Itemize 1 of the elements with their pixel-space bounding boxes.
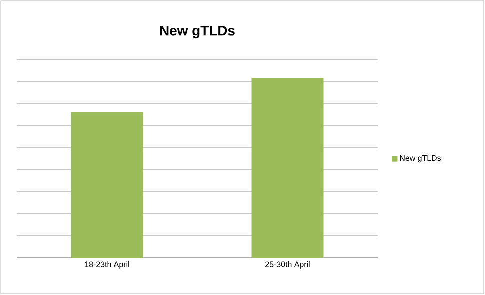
chart-title: New gTLDs [160, 26, 235, 39]
